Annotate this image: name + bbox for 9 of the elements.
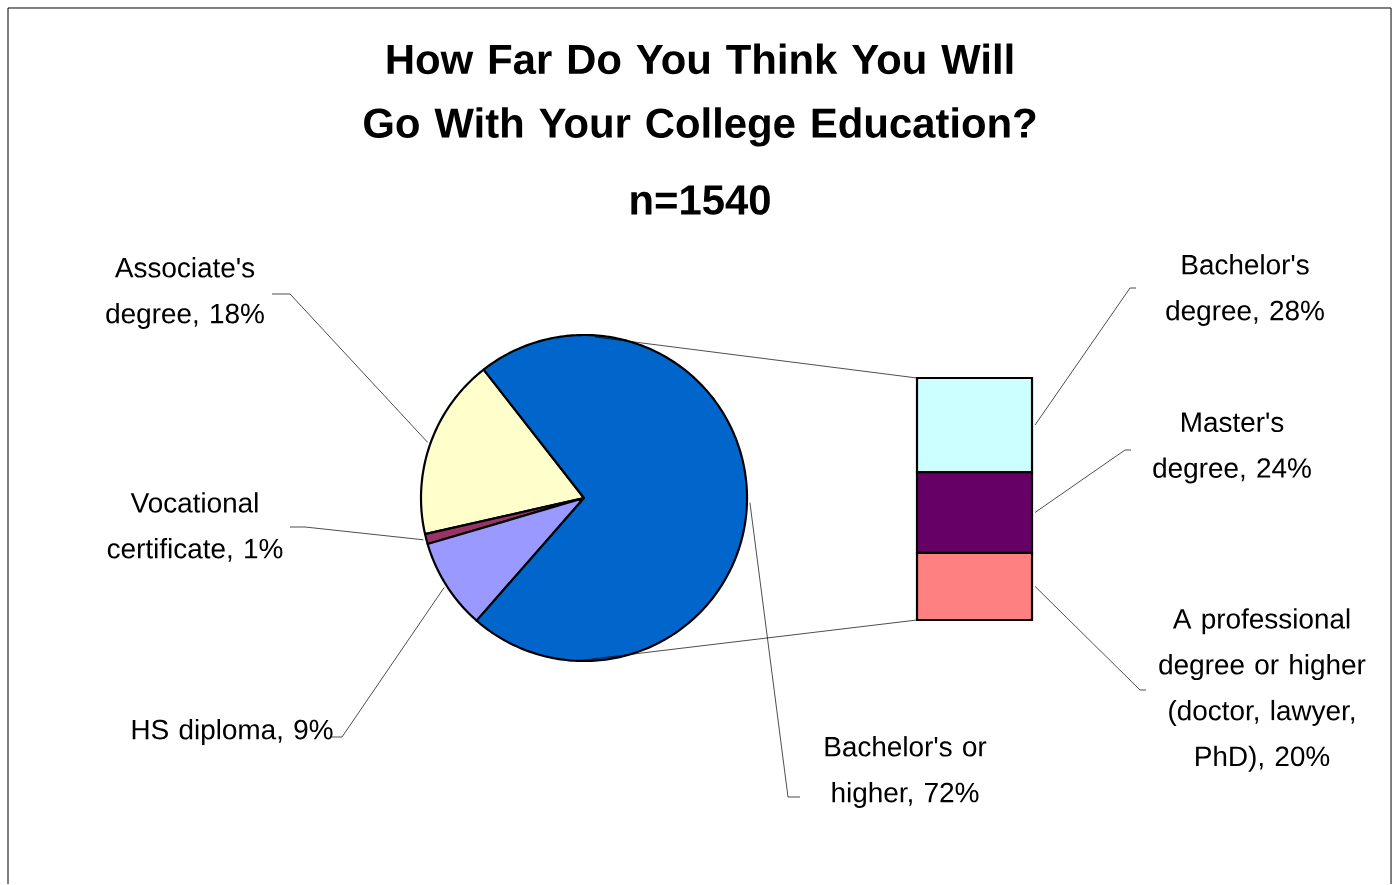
slice-label: Bachelor's or higher, 72%	[825, 736, 987, 808]
data-label: Bachelor's degree, 28%	[1166, 254, 1324, 326]
chart-title: How Far Do You Think You Will Go With Your College Education?	[364, 43, 1036, 147]
chart-subtitle: n=1540	[631, 185, 770, 215]
data-label: A professional degree or higher (doctor, lawyer, PhD), 20%	[1159, 608, 1366, 772]
slice-label: HS diploma, 9%	[132, 719, 333, 745]
slice-label: Associate's degree, 18%	[106, 257, 264, 329]
data-label: Master's degree, 24%	[1153, 412, 1311, 484]
slice-label: Vocational certificate, 1%	[107, 492, 283, 562]
